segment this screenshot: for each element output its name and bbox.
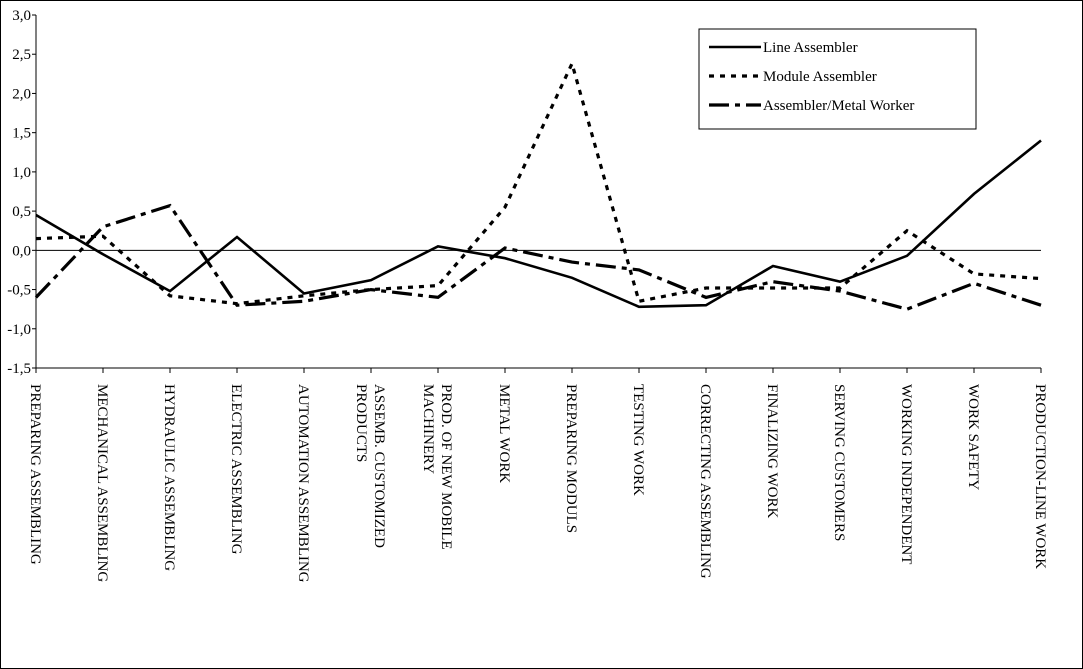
y-tick-label: -0,5 <box>7 283 31 299</box>
legend-box <box>698 28 977 130</box>
x-category-label-line: MACHINERY <box>420 384 436 474</box>
x-category-label-line: PRODUCTS <box>353 384 369 462</box>
x-category-label: METAL WORK <box>496 384 512 483</box>
y-tick-label: 0,5 <box>12 204 31 220</box>
legend: Line Assembler Module Assembler Assembler/… <box>698 28 977 130</box>
x-category-label-line: TESTING WORK <box>630 384 646 496</box>
x-category-label: WORKING INDEPENDENT <box>898 384 914 564</box>
x-category-label: ELECTRIC ASSEMBLING <box>228 384 244 555</box>
x-category-label-line: PREPARING MODULS <box>563 384 579 533</box>
x-category-label-line: SERVING CUSTOMERS <box>831 384 847 541</box>
x-category-label-line: FINALIZING WORK <box>764 384 780 518</box>
x-category-label-line: MECHANICAL ASSEMBLING <box>94 384 110 582</box>
legend-label: Assembler/Metal Worker <box>763 98 914 114</box>
x-category-label-line: PRODUCTION-LINE WORK <box>1032 384 1048 569</box>
x-category-label: PREPARING ASSEMBLING <box>27 384 43 565</box>
y-tick-label: 0,0 <box>12 243 31 259</box>
x-category-label-line: CORRECTING ASSEMBLING <box>697 384 713 579</box>
series-line-2 <box>34 203 1042 311</box>
x-category-label: HYDRAULIC ASSEMBLING <box>161 384 177 571</box>
y-tick-label: 1,5 <box>12 126 31 142</box>
series-lines <box>34 59 1042 311</box>
x-category-label: MECHANICAL ASSEMBLING <box>94 384 110 582</box>
x-category-label: AUTOMATION ASSEMBLING <box>295 384 311 583</box>
x-category-label-line: AUTOMATION ASSEMBLING <box>295 384 311 583</box>
x-category-label-line: ELECTRIC ASSEMBLING <box>228 384 244 555</box>
x-category-label-line: WORKING INDEPENDENT <box>898 384 914 564</box>
x-category-label: CORRECTING ASSEMBLING <box>697 384 713 579</box>
x-category-label: PREPARING MODULS <box>563 384 579 533</box>
x-category-label: TESTING WORK <box>630 384 646 496</box>
y-axis-ticks: 3,0 2,5 2,0 1,5 1,0 0,5 0,0 -0,5 -1,0 -1,5 <box>7 8 36 377</box>
x-category-label-line: PREPARING ASSEMBLING <box>27 384 43 565</box>
x-category-label: WORK SAFETY <box>965 384 981 490</box>
y-tick-label: -1,0 <box>7 322 31 338</box>
legend-label: Line Assembler <box>763 40 858 56</box>
x-category-label-line: ASSEMB. CUSTOMIZED <box>371 384 387 548</box>
y-tick-label: 1,0 <box>12 165 31 181</box>
series-line-0 <box>35 139 1042 309</box>
x-category-label: PRODUCTION-LINE WORK <box>1032 384 1048 569</box>
legend-label: Module Assembler <box>763 69 877 85</box>
y-tick-label: -1,5 <box>7 361 31 377</box>
x-category-label: SERVING CUSTOMERS <box>831 384 847 541</box>
x-category-label-line: METAL WORK <box>496 384 512 483</box>
y-tick-label: 2,5 <box>12 47 31 63</box>
x-axis-ticks: PREPARING ASSEMBLING MECHANICAL ASSEMBLIN… <box>27 367 1048 583</box>
y-tick-label: 3,0 <box>12 8 31 24</box>
x-category-label-line: WORK SAFETY <box>965 384 981 490</box>
x-category-label-line: HYDRAULIC ASSEMBLING <box>161 384 177 571</box>
series-line-1 <box>35 59 1042 306</box>
y-tick-label: 2,0 <box>12 86 31 102</box>
x-category-label: FINALIZING WORK <box>764 384 780 518</box>
axes <box>35 15 1041 368</box>
x-category-label-line: PROD. OF NEW MOBILE <box>438 384 454 550</box>
